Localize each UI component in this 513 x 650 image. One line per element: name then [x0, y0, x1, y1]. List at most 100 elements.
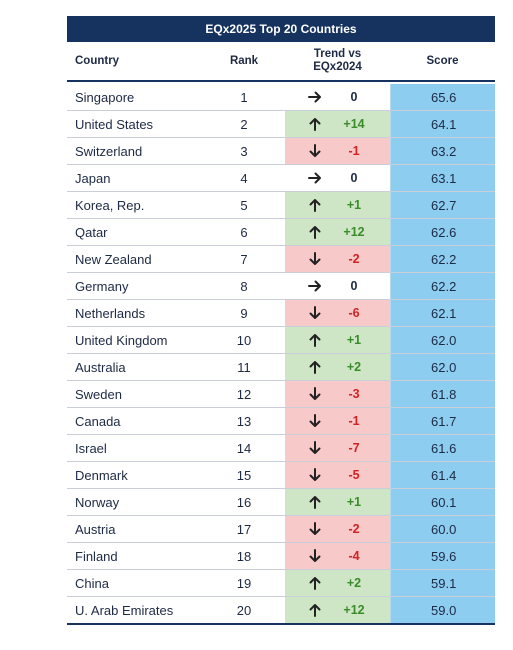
score-value: 65.6: [390, 84, 495, 110]
arrow-down-icon: [309, 306, 321, 319]
score-value: 61.7: [390, 408, 495, 434]
country-name: Norway: [75, 494, 120, 510]
arrow-down-icon: [309, 468, 321, 481]
table-row: Israel 14 -7 61.6: [67, 434, 495, 461]
rank-value: 14: [236, 440, 252, 456]
country-name: Finland: [75, 548, 118, 564]
table-row: Germany 8 0 62.2: [67, 272, 495, 299]
arrow-up-icon: [309, 334, 321, 347]
trend-cell: -1: [285, 138, 390, 164]
trend-value: -2: [348, 522, 360, 536]
rank-value: 19: [236, 575, 252, 591]
score-value: 63.2: [390, 138, 495, 164]
rank-value: 10: [236, 332, 252, 348]
table-row: China 19 +2 59.1: [67, 569, 495, 596]
arrow-down-icon: [309, 414, 321, 427]
score-value: 62.1: [390, 300, 495, 326]
rank-value: 2: [240, 116, 248, 132]
score-value: 60.1: [390, 489, 495, 515]
rank-value: 3: [240, 143, 248, 159]
score-value: 62.6: [390, 219, 495, 245]
trend-cell: -5: [285, 462, 390, 488]
trend-value: -4: [348, 549, 360, 563]
rank-value: 1: [240, 89, 248, 105]
header-score: Score: [426, 55, 459, 67]
trend-cell: -6: [285, 300, 390, 326]
country-name: Switzerland: [75, 143, 143, 159]
score-value: 62.2: [390, 246, 495, 272]
table-row: Korea, Rep. 5 +1 62.7: [67, 191, 495, 218]
table-row: Denmark 15 -5 61.4: [67, 461, 495, 488]
trend-value: -3: [348, 387, 360, 401]
trend-value: -5: [348, 468, 360, 482]
trend-cell: 0: [285, 84, 390, 110]
table-row: Finland 18 -4 59.6: [67, 542, 495, 569]
country-name: Israel: [75, 440, 107, 456]
table-row: Switzerland 3 -1 63.2: [67, 137, 495, 164]
header-trend: Trend vs EQx2024: [285, 42, 390, 80]
rank-value: 4: [240, 170, 248, 186]
rank-value: 9: [240, 305, 248, 321]
trend-cell: +2: [285, 354, 390, 380]
country-name: United Kingdom: [75, 332, 168, 348]
rank-value: 12: [236, 386, 252, 402]
table-row: Australia 11 +2 62.0: [67, 353, 495, 380]
arrow-up-icon: [309, 226, 321, 239]
table-header: Country Rank Trend vs EQx2024 Score: [67, 42, 495, 82]
arrow-up-icon: [309, 496, 321, 509]
rank-value: 20: [236, 602, 252, 618]
arrow-down-icon: [309, 387, 321, 400]
trend-cell: -7: [285, 435, 390, 461]
trend-value: +14: [343, 117, 365, 131]
table-row: Austria 17 -2 60.0: [67, 515, 495, 542]
trend-value: 0: [350, 279, 358, 293]
trend-cell: +14: [285, 111, 390, 137]
arrow-up-icon: [309, 199, 321, 212]
trend-value: +2: [346, 576, 362, 590]
country-name: United States: [75, 116, 154, 132]
table-row: Japan 4 0 63.1: [67, 164, 495, 191]
rank-value: 11: [237, 359, 251, 375]
trend-cell: -4: [285, 543, 390, 569]
trend-cell: -3: [285, 381, 390, 407]
arrow-up-icon: [309, 604, 321, 617]
arrow-up-icon: [309, 361, 321, 374]
country-name: Australia: [75, 359, 126, 375]
score-value: 61.6: [390, 435, 495, 461]
table-row: Canada 13 -1 61.7: [67, 407, 495, 434]
rank-value: 16: [236, 494, 252, 510]
rank-value: 5: [240, 197, 248, 213]
table-title: EQx2025 Top 20 Countries: [67, 16, 495, 42]
rank-value: 8: [240, 278, 248, 294]
arrow-up-icon: [309, 118, 321, 131]
score-value: 60.0: [390, 516, 495, 542]
header-rank: Rank: [229, 55, 259, 67]
score-value: 61.8: [390, 381, 495, 407]
table-body: Singapore 1 0 65.6 United States 2 +14 64.1 Swit…: [67, 84, 495, 625]
rank-value: 15: [236, 467, 252, 483]
country-name: Austria: [75, 521, 116, 537]
trend-cell: +1: [285, 489, 390, 515]
trend-value: +1: [346, 198, 362, 212]
score-value: 62.0: [390, 354, 495, 380]
arrow-right-icon: [308, 91, 321, 103]
country-name: China: [75, 575, 109, 591]
arrow-down-icon: [309, 144, 321, 157]
score-value: 59.0: [390, 597, 495, 623]
score-value: 62.7: [390, 192, 495, 218]
trend-cell: +12: [285, 219, 390, 245]
trend-cell: +2: [285, 570, 390, 596]
country-name: Canada: [75, 413, 121, 429]
table-row: New Zealand 7 -2 62.2: [67, 245, 495, 272]
table-row: Qatar 6 +12 62.6: [67, 218, 495, 245]
trend-cell: -2: [285, 516, 390, 542]
country-name: Germany: [75, 278, 129, 294]
score-value: 62.2: [390, 273, 495, 299]
trend-value: -2: [348, 252, 360, 266]
header-trend-line1: Trend vs: [313, 48, 362, 60]
score-value: 59.6: [390, 543, 495, 569]
trend-value: +12: [343, 603, 365, 617]
country-name: Qatar: [75, 224, 108, 240]
rank-value: 6: [240, 224, 248, 240]
trend-value: -7: [348, 441, 360, 455]
